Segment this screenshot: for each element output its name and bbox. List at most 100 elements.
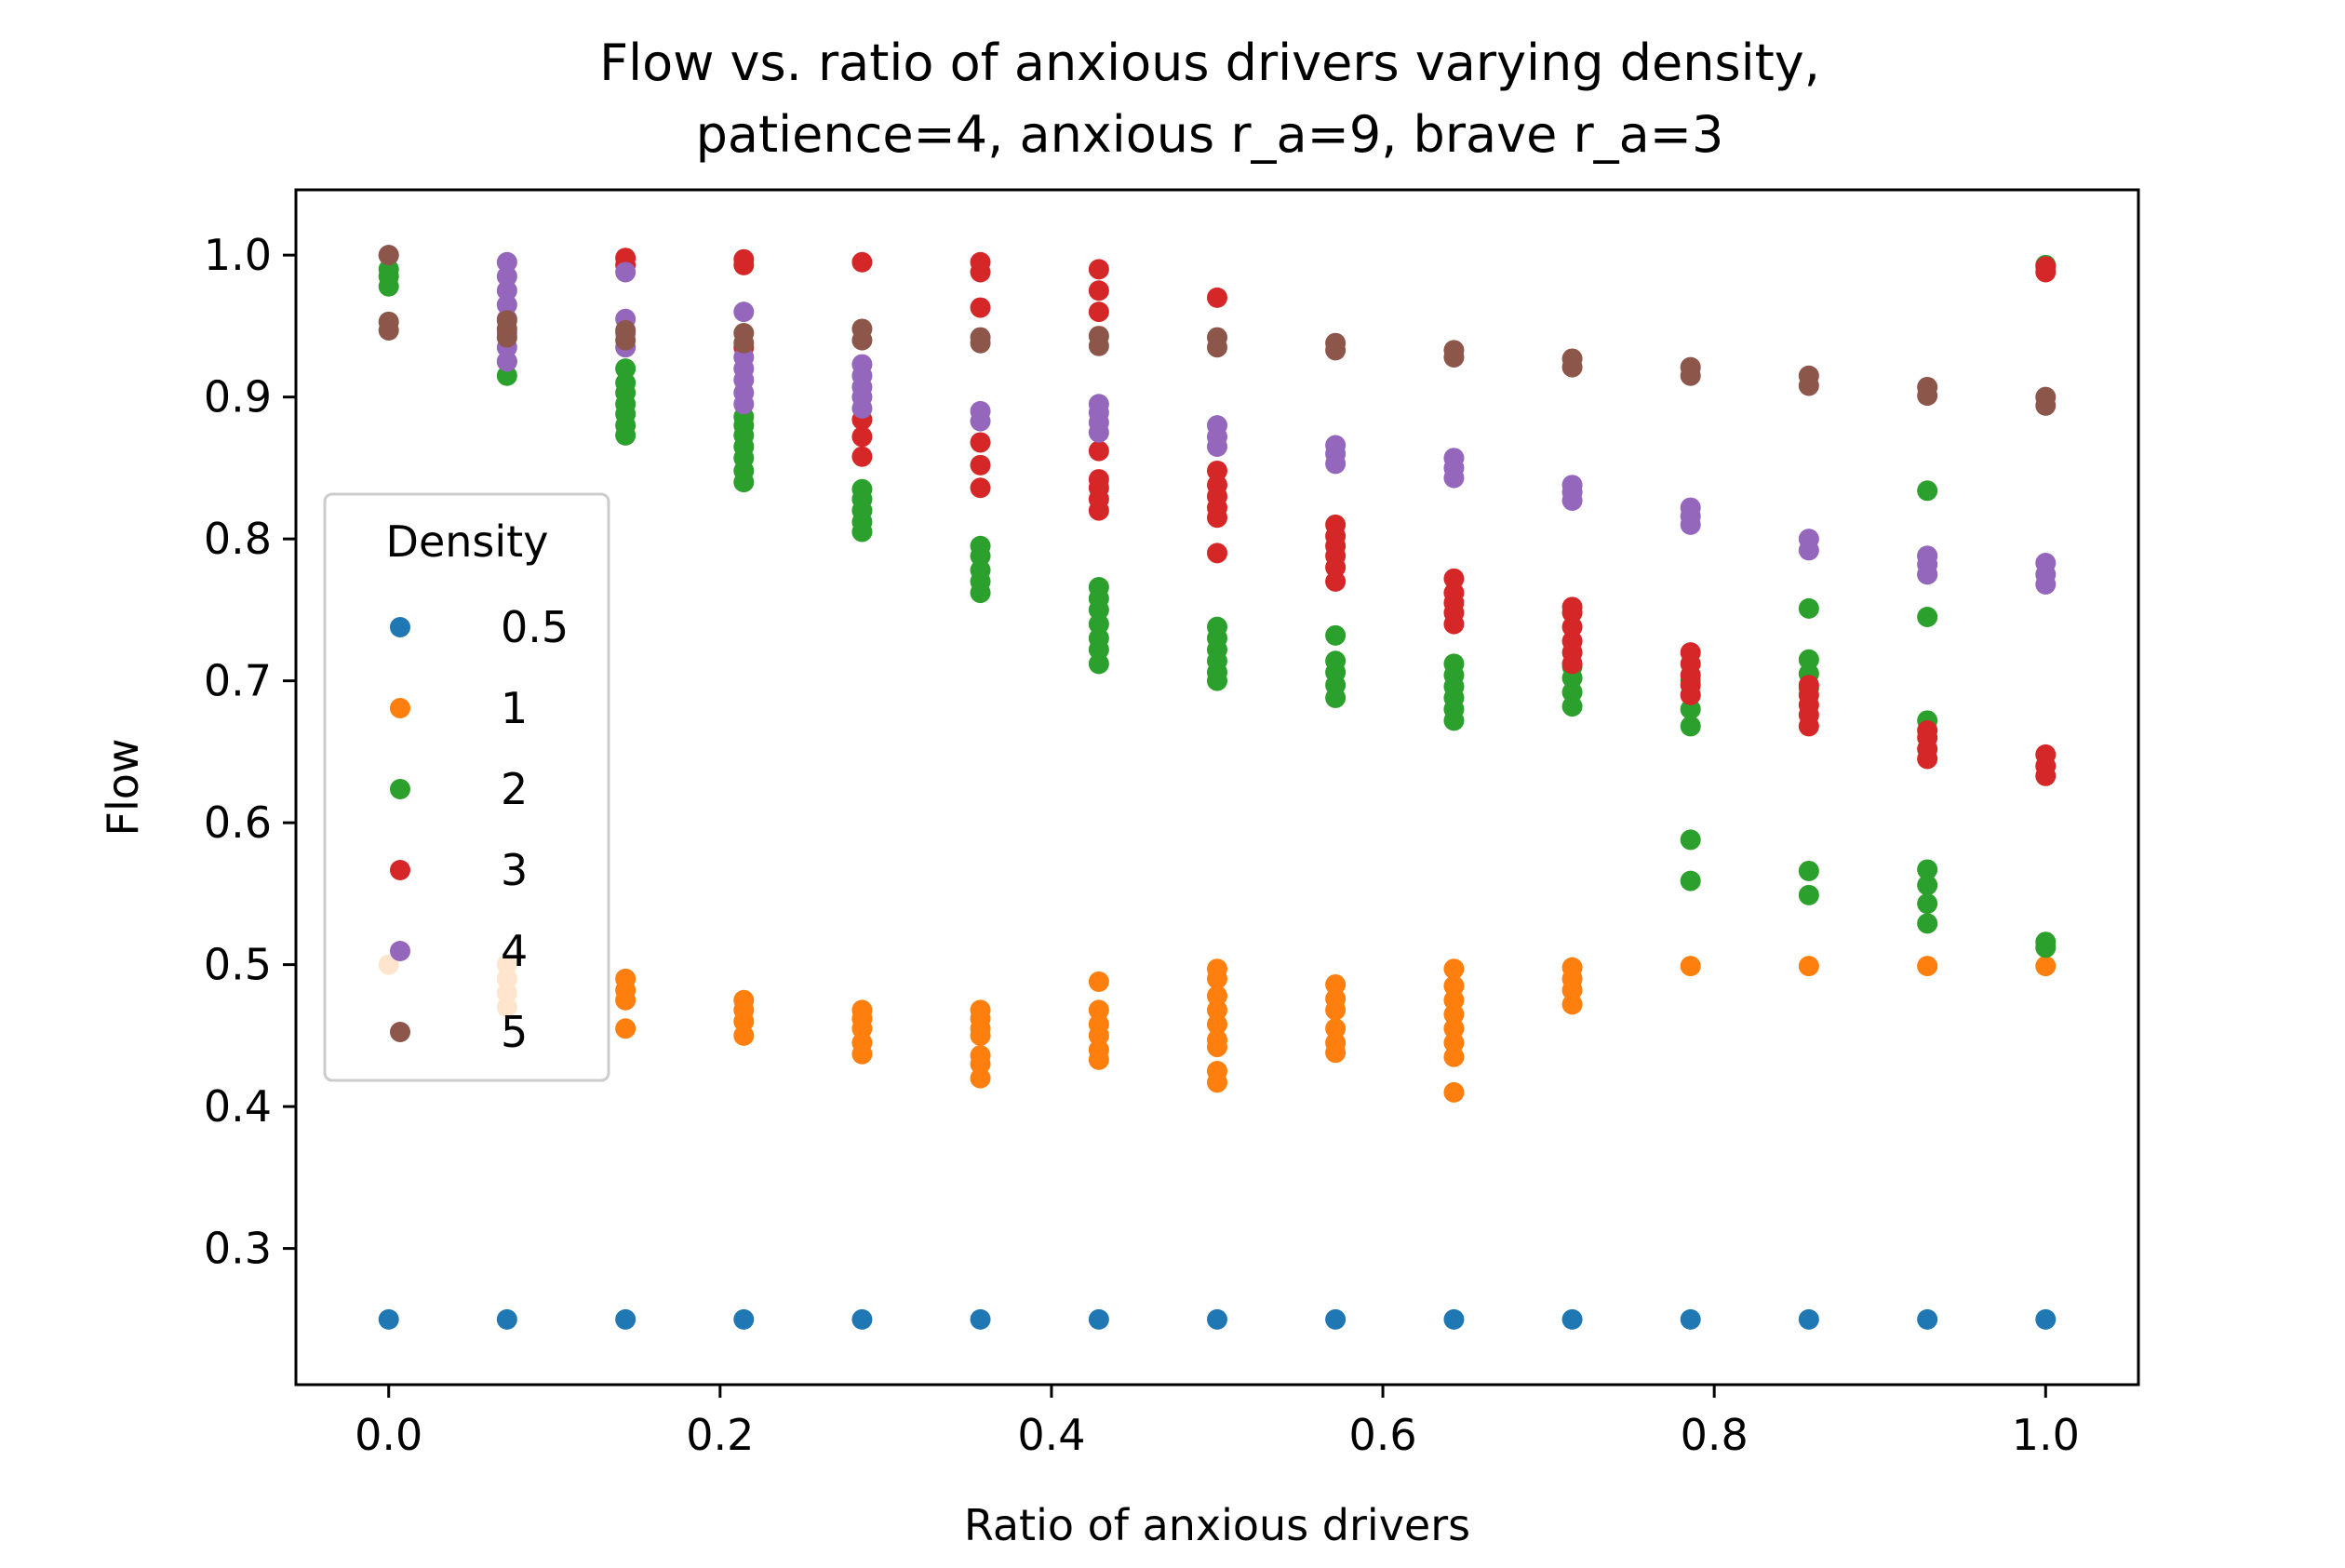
x-tick-label: 0.4 (1017, 1410, 1085, 1460)
data-point (733, 1025, 755, 1046)
series-3 (615, 248, 2057, 786)
y-tick-label: 0.6 (204, 797, 272, 848)
data-point (1207, 958, 1227, 980)
data-point (378, 245, 399, 266)
series-5 (378, 245, 2057, 416)
data-point (1798, 649, 1819, 670)
data-point (1325, 650, 1347, 672)
data-point (615, 248, 636, 269)
data-point (970, 251, 991, 273)
data-point (2035, 1308, 2057, 1330)
data-point (1207, 460, 1227, 481)
data-point (970, 400, 991, 422)
data-point (851, 1032, 873, 1053)
data-point (1443, 989, 1465, 1011)
x-tick-label: 1.0 (2012, 1410, 2080, 1460)
data-point (1561, 681, 1583, 703)
plot-points (378, 245, 2057, 1330)
x-axis-label: Ratio of anxious drivers (964, 1500, 1470, 1550)
data-point (1680, 1308, 1701, 1330)
legend-marker (390, 860, 410, 880)
data-point (970, 1045, 991, 1066)
data-point (1088, 627, 1109, 649)
data-point (1325, 332, 1347, 354)
data-point (970, 477, 991, 499)
data-point (1798, 529, 1819, 550)
plot-frame (294, 188, 2140, 1387)
data-point (496, 310, 517, 331)
data-point (1088, 653, 1109, 675)
data-point (1325, 624, 1347, 646)
data-point (1207, 1029, 1227, 1051)
data-point (970, 454, 991, 476)
data-point (1917, 480, 1938, 502)
data-point (1561, 957, 1583, 978)
data-point (1325, 1018, 1347, 1039)
data-point (1680, 497, 1701, 518)
legend-label: 1 (501, 683, 528, 733)
data-point (1207, 985, 1227, 1007)
data-point (615, 319, 636, 341)
legend-marker (390, 941, 410, 961)
data-point (1325, 973, 1347, 995)
data-point (733, 302, 755, 323)
data-point (1088, 971, 1109, 992)
data-point (2035, 956, 2057, 977)
x-tick-label: 0.6 (1348, 1410, 1416, 1460)
data-point (1561, 630, 1583, 651)
data-point (2035, 744, 2057, 765)
legend-title: Density (386, 516, 549, 567)
data-point (1443, 1003, 1465, 1025)
data-point (970, 999, 991, 1021)
data-point (1680, 642, 1701, 663)
data-point (1798, 956, 1819, 977)
data-point (1798, 675, 1819, 696)
data-point (1443, 340, 1465, 361)
data-point (615, 968, 636, 989)
data-point (2035, 386, 2057, 408)
data-point (1798, 1308, 1819, 1330)
data-point (1325, 435, 1347, 456)
data-point (1680, 699, 1701, 720)
y-tick-label: 1.0 (204, 230, 272, 280)
data-point (1680, 956, 1701, 977)
data-point (1917, 893, 1938, 915)
y-tick-label: 0.9 (204, 372, 272, 422)
data-point (1798, 884, 1819, 905)
data-point (851, 446, 873, 467)
data-point (851, 426, 873, 448)
data-point (1443, 1018, 1465, 1039)
legend-box (323, 492, 610, 1082)
data-point (1798, 365, 1819, 386)
data-point (1443, 958, 1465, 980)
data-point (1561, 475, 1583, 496)
data-point (1207, 1308, 1227, 1330)
data-point (378, 311, 399, 332)
data-point (1443, 568, 1465, 589)
data-point (970, 297, 991, 318)
data-point (1443, 1032, 1465, 1053)
series-0 (378, 1308, 2057, 1330)
data-point (1325, 1308, 1347, 1330)
data-point (733, 1308, 755, 1330)
data-point (496, 294, 517, 315)
legend-label: 2 (501, 764, 528, 814)
data-point (1207, 1013, 1227, 1035)
data-point (1561, 596, 1583, 618)
data-point (1798, 597, 1819, 619)
legend-label: 0.5 (501, 602, 569, 652)
data-point (1443, 583, 1465, 604)
data-point (733, 346, 755, 368)
data-point (1207, 999, 1227, 1021)
data-point (1088, 576, 1109, 597)
data-point (1443, 448, 1465, 469)
legend-entries: 0.5 1 2 3 4 5 (390, 602, 569, 1057)
y-tick-label: 0.4 (204, 1081, 272, 1132)
data-point (970, 1308, 991, 1330)
data-point (1088, 440, 1109, 462)
data-point (1088, 1013, 1109, 1035)
x-tick-label: 0.0 (355, 1410, 422, 1460)
data-point (496, 1308, 517, 1330)
